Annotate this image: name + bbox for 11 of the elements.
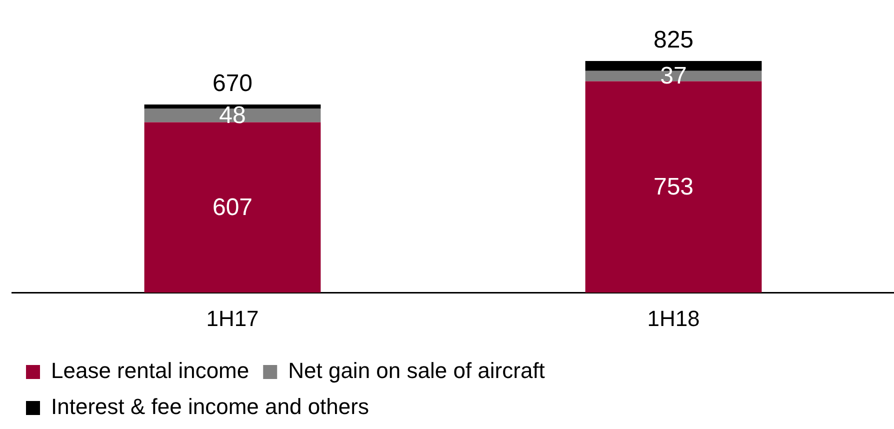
- legend-label: Interest & fee income and others: [51, 394, 369, 420]
- data-label: 48: [219, 102, 246, 130]
- x-tick-label: 1H18: [647, 306, 700, 331]
- legend-label: Net gain on sale of aircraft: [288, 358, 545, 384]
- total-label: 825: [653, 26, 694, 54]
- legend-label: Lease rental income: [51, 358, 250, 384]
- data-label: 753: [653, 174, 694, 201]
- data-label: 607: [212, 194, 253, 222]
- total-label: 670: [212, 70, 253, 98]
- x-tick-label: 1H17: [206, 306, 259, 331]
- bar: [144, 122, 321, 293]
